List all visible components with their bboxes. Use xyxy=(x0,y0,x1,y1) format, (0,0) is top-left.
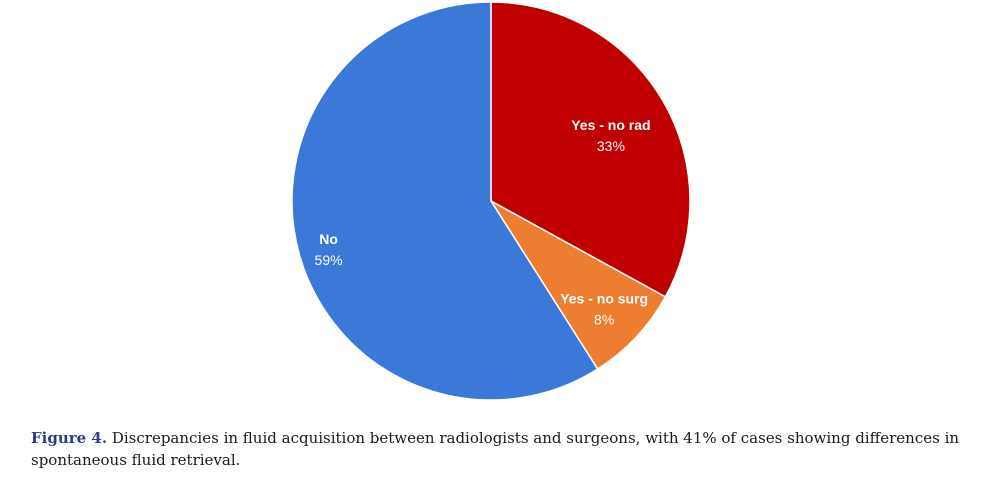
figure-label: Figure 4. xyxy=(31,429,108,447)
figure-caption: Figure 4. Discrepancies in fluid acquisi… xyxy=(31,427,981,471)
slice-percent-0: 33% xyxy=(597,138,625,154)
figure-caption-text: Discrepancies in fluid acquisition betwe… xyxy=(31,429,960,469)
slice-label-0: Yes - no rad xyxy=(571,117,650,133)
slice-percent-1: 8% xyxy=(594,311,614,327)
pie-chart: Yes - no rad 33% Yes - no surg 8% No 59% xyxy=(291,1,691,401)
pie-slice-yes-no-rad xyxy=(490,1,691,298)
pie-slices xyxy=(291,1,691,401)
pie-slice-no xyxy=(291,1,599,401)
pie-slice-yes-no-surg xyxy=(490,200,667,371)
pie-labels: Yes - no rad 33% Yes - no surg 8% No 59% xyxy=(315,117,651,327)
slice-label-2: No xyxy=(319,231,338,247)
slice-percent-2: 59% xyxy=(315,252,343,268)
slice-label-1: Yes - no surg xyxy=(560,290,648,306)
